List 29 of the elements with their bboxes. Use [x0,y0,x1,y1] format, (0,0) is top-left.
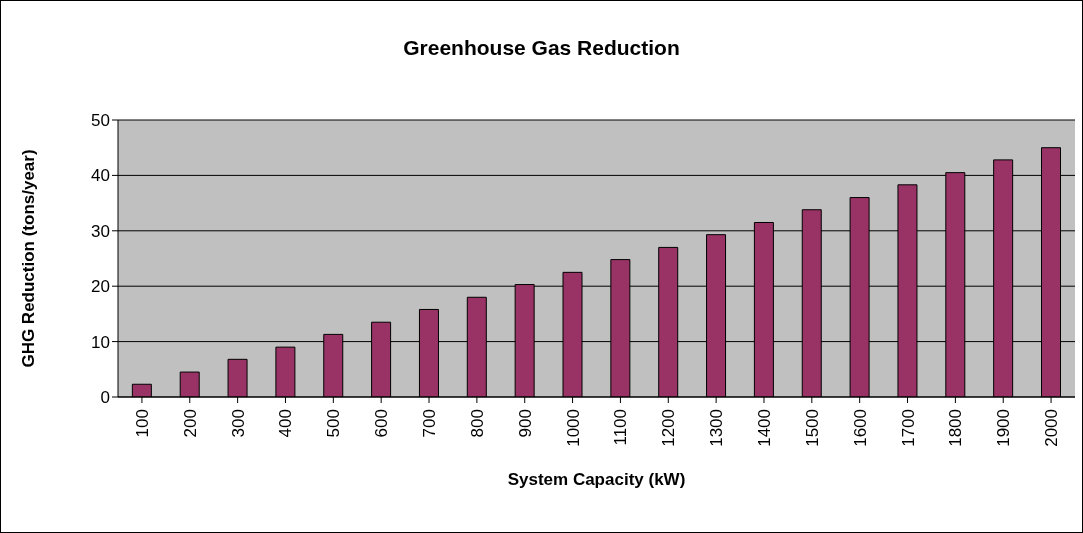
x-tick-label: 2000 [1042,409,1062,447]
x-tick-label: 600 [372,409,392,438]
chart-title: Greenhouse Gas Reduction [402,36,681,60]
x-tick-label: 1300 [707,409,727,447]
y-tick-label: 40 [91,166,110,186]
x-tick-label: 1900 [994,409,1014,447]
x-tick-label: 1100 [611,409,631,446]
x-tick-label: 1700 [898,409,918,447]
x-tick-label: 500 [324,409,344,438]
x-tick-label: 700 [420,409,440,438]
x-tick-label: 1000 [563,409,583,447]
y-axis-title: GHG Reduction (tons/year) [19,149,39,368]
y-tick-label: 30 [91,221,110,241]
x-tick-label: 1400 [754,409,774,447]
x-tick-label: 1500 [802,409,822,447]
y-tick-label: 0 [100,388,110,408]
x-tick-label: 800 [467,409,487,438]
x-tick-label: 1600 [850,409,870,447]
y-tick-label: 10 [91,332,110,352]
x-axis-title: System Capacity (kW) [507,470,686,489]
x-tick-label: 1200 [659,409,679,447]
y-tick-label: 50 [91,111,110,131]
x-tick-label: 200 [180,409,200,438]
x-tick-label: 100 [132,409,152,438]
y-tick-label: 20 [91,277,110,297]
x-tick-label: 1800 [946,409,966,447]
x-tick-label: 900 [515,409,535,438]
x-tick-label: 400 [276,409,296,438]
x-tick-label: 300 [228,409,248,438]
